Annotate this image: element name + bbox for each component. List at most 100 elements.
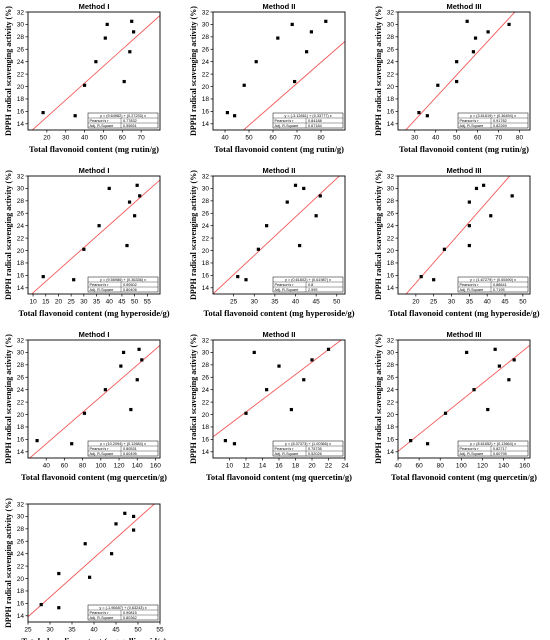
fit-line <box>398 344 530 452</box>
fit-line <box>28 504 155 618</box>
data-point <box>57 571 61 576</box>
data-point <box>140 358 144 362</box>
x-tick-label: 60 <box>119 135 127 142</box>
x-axis-label: Total flavonoid content (mg hyperoside/g… <box>388 308 539 318</box>
y-tick-label: 14 <box>17 285 25 292</box>
pearson-value: 0.75735 <box>308 447 322 451</box>
x-tick-label: 30 <box>448 299 456 306</box>
y-tick-label: 22 <box>387 399 395 406</box>
adj-r-square-value: 0.52026 <box>308 452 322 456</box>
fit-equation: y = (10.2094) + (0.12684) x <box>100 442 146 446</box>
x-tick-label: 100 <box>456 463 467 470</box>
pearson-value: 0.8 <box>308 283 313 287</box>
plot-frame <box>27 11 161 131</box>
x-tick-label: 70 <box>138 135 146 142</box>
x-axis-label: Total flavonoid content (mg rutin/g) <box>29 144 159 154</box>
y-tick-label: 20 <box>17 412 25 419</box>
y-tick-label: 32 <box>387 337 395 344</box>
data-point <box>105 22 109 27</box>
x-tick-label: 80 <box>437 463 445 470</box>
y-axis-label: DPPH radical scavenging activity (%) <box>189 170 198 300</box>
scatter-panel-6: 14 16 18 20 22 24 26 28 30 32 20 25 30 35 40 45 50 Method… <box>374 166 540 318</box>
x-tick-label: 120 <box>114 463 125 470</box>
data-point <box>132 30 136 34</box>
y-tick-label: 20 <box>387 84 395 91</box>
data-point <box>473 36 478 40</box>
x-axis-label: Total flavonoid content (mg rutin/g) <box>214 144 344 154</box>
x-tick-label: 70 <box>495 135 503 142</box>
x-tick-label: 10 <box>226 463 234 470</box>
x-tick-label: 30 <box>411 135 419 142</box>
data-point <box>442 247 446 251</box>
y-tick-label: 14 <box>17 449 25 456</box>
data-point <box>110 552 114 556</box>
y-tick-label: 18 <box>387 424 395 431</box>
data-point <box>293 183 298 187</box>
y-tick-label: 18 <box>387 96 395 103</box>
adj-r-square-label: Adj. R-Square <box>90 452 114 456</box>
x-axis-label: Total flavonoid content (mg quercetin/g) <box>21 472 167 482</box>
y-tick-label: 26 <box>202 375 210 382</box>
pearson-label: Pearson's r <box>460 119 480 123</box>
x-tick-label: 60 <box>269 135 277 142</box>
y-tick-label: 32 <box>202 173 210 180</box>
y-tick-label: 30 <box>387 22 395 29</box>
x-tick-label: 20 <box>412 299 420 306</box>
data-point <box>225 111 229 115</box>
x-tick-label: 120 <box>477 463 488 470</box>
pearson-value: 0.88641 <box>493 283 507 287</box>
adj-r-square-value: 0.80406 <box>123 288 137 292</box>
y-tick-label: 24 <box>17 387 25 394</box>
y-tick-label: 14 <box>202 449 210 456</box>
y-tick-label: 28 <box>202 34 210 41</box>
data-point <box>138 194 142 198</box>
y-axis-label: DPPH radical scavenging activity (%) <box>4 334 13 464</box>
data-point <box>310 358 314 362</box>
y-tick-label: 20 <box>387 248 395 255</box>
y-tick-label: 30 <box>17 22 25 29</box>
y-tick-label: 14 <box>17 121 25 128</box>
y-tick-label: 26 <box>17 211 25 218</box>
y-tick-label: 24 <box>387 223 395 230</box>
pearson-label: Pearson's r <box>90 119 110 123</box>
panel-title: Method III <box>447 2 482 11</box>
data-point <box>232 442 237 446</box>
data-point <box>254 60 258 64</box>
x-tick-label: 25 <box>430 299 438 306</box>
data-point <box>122 79 126 84</box>
stats-box-frame <box>87 604 159 621</box>
data-point <box>70 442 74 446</box>
fit-line <box>405 12 516 130</box>
y-tick-label: 32 <box>387 9 395 16</box>
x-tick-label: 30 <box>80 299 88 306</box>
adj-r-square-label: Adj. R-Square <box>275 288 299 292</box>
panel-title: Method II <box>263 166 296 175</box>
stats-box-frame <box>87 440 159 457</box>
data-point <box>57 606 61 610</box>
data-point <box>474 186 479 191</box>
y-tick-label: 14 <box>387 121 395 128</box>
stats-box-frame <box>457 276 529 293</box>
data-point <box>467 224 471 228</box>
y-tick-label: 24 <box>202 59 210 66</box>
y-axis-label: DPPH radical scavenging activity (%) <box>189 334 198 464</box>
data-point <box>465 19 469 23</box>
fit-equation: y = (3.61619) + (0.36494) x <box>470 114 516 118</box>
data-point <box>128 50 132 54</box>
x-tick-label: 40 <box>106 299 114 306</box>
data-point <box>236 275 240 279</box>
scatter-panel-1: 14 16 18 20 22 24 26 28 30 32 20 30 40 50 60 70 Method I… <box>4 2 161 154</box>
y-tick-label: 14 <box>387 449 395 456</box>
adj-r-square-value: 0.82269 <box>493 124 507 128</box>
data-point <box>298 243 302 248</box>
data-point <box>242 83 246 87</box>
y-tick-label: 14 <box>387 285 395 292</box>
pearson-label: Pearson's r <box>460 447 480 451</box>
x-tick-label: 20 <box>308 463 316 470</box>
data-point <box>132 514 136 519</box>
scatter-panel-10: 14 16 18 20 22 24 26 28 30 32 25 30 35 40 45 50 55 Total … <box>4 498 167 640</box>
